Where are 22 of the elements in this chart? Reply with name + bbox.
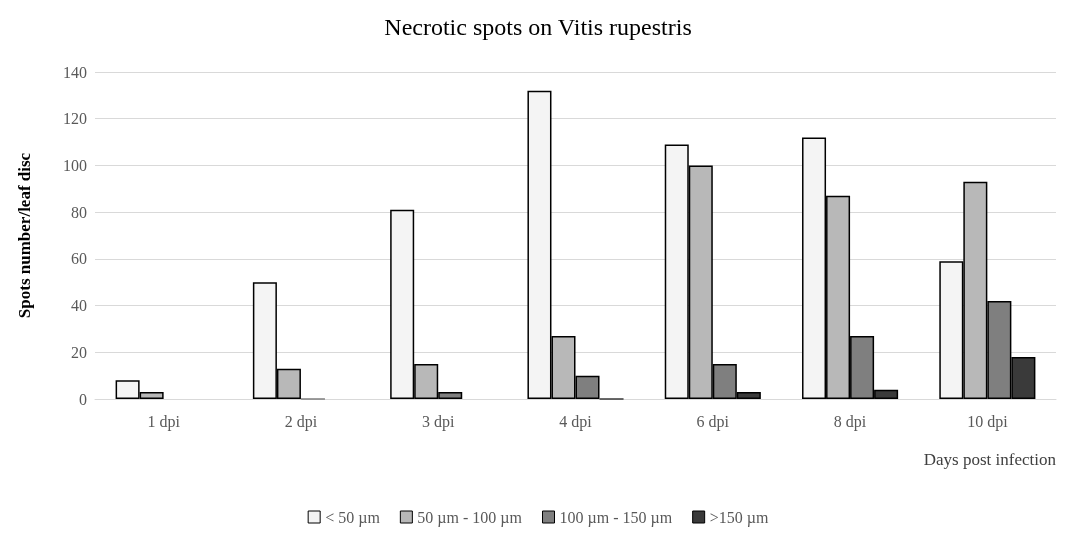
x-tick-label: 3 dpi [421, 412, 455, 431]
x-tick-label: 2 dpi [284, 412, 318, 431]
legend-label: < 50 µm [325, 508, 381, 527]
y-tick-label: 40 [71, 297, 87, 315]
x-tick-label: 4 dpi [559, 412, 593, 431]
legend-label: 50 µm - 100 µm [417, 508, 523, 527]
legend-label: 100 µm - 150 µm [559, 508, 673, 527]
y-tick-label: 0 [79, 390, 87, 408]
y-tick-label: 20 [71, 343, 87, 361]
x-tick-label: 10 dpi [967, 412, 1009, 431]
y-tick-label: 100 [63, 156, 87, 174]
y-tick-label: 140 [63, 63, 87, 81]
y-axis-title: Spots number/leaf disc [15, 152, 34, 319]
x-tick-label: 1 dpi [147, 412, 181, 431]
y-tick-label: 120 [63, 110, 87, 128]
x-tick-label: 8 dpi [833, 412, 867, 431]
legend-label: >150 µm [709, 508, 769, 527]
chart-title: Necrotic spots on Vitis rupestris [384, 14, 692, 40]
y-tick-label: 60 [71, 250, 87, 268]
x-axis-title: Days post infection [923, 450, 1057, 469]
y-tick-label: 80 [71, 203, 87, 221]
x-tick-label: 6 dpi [696, 412, 730, 431]
